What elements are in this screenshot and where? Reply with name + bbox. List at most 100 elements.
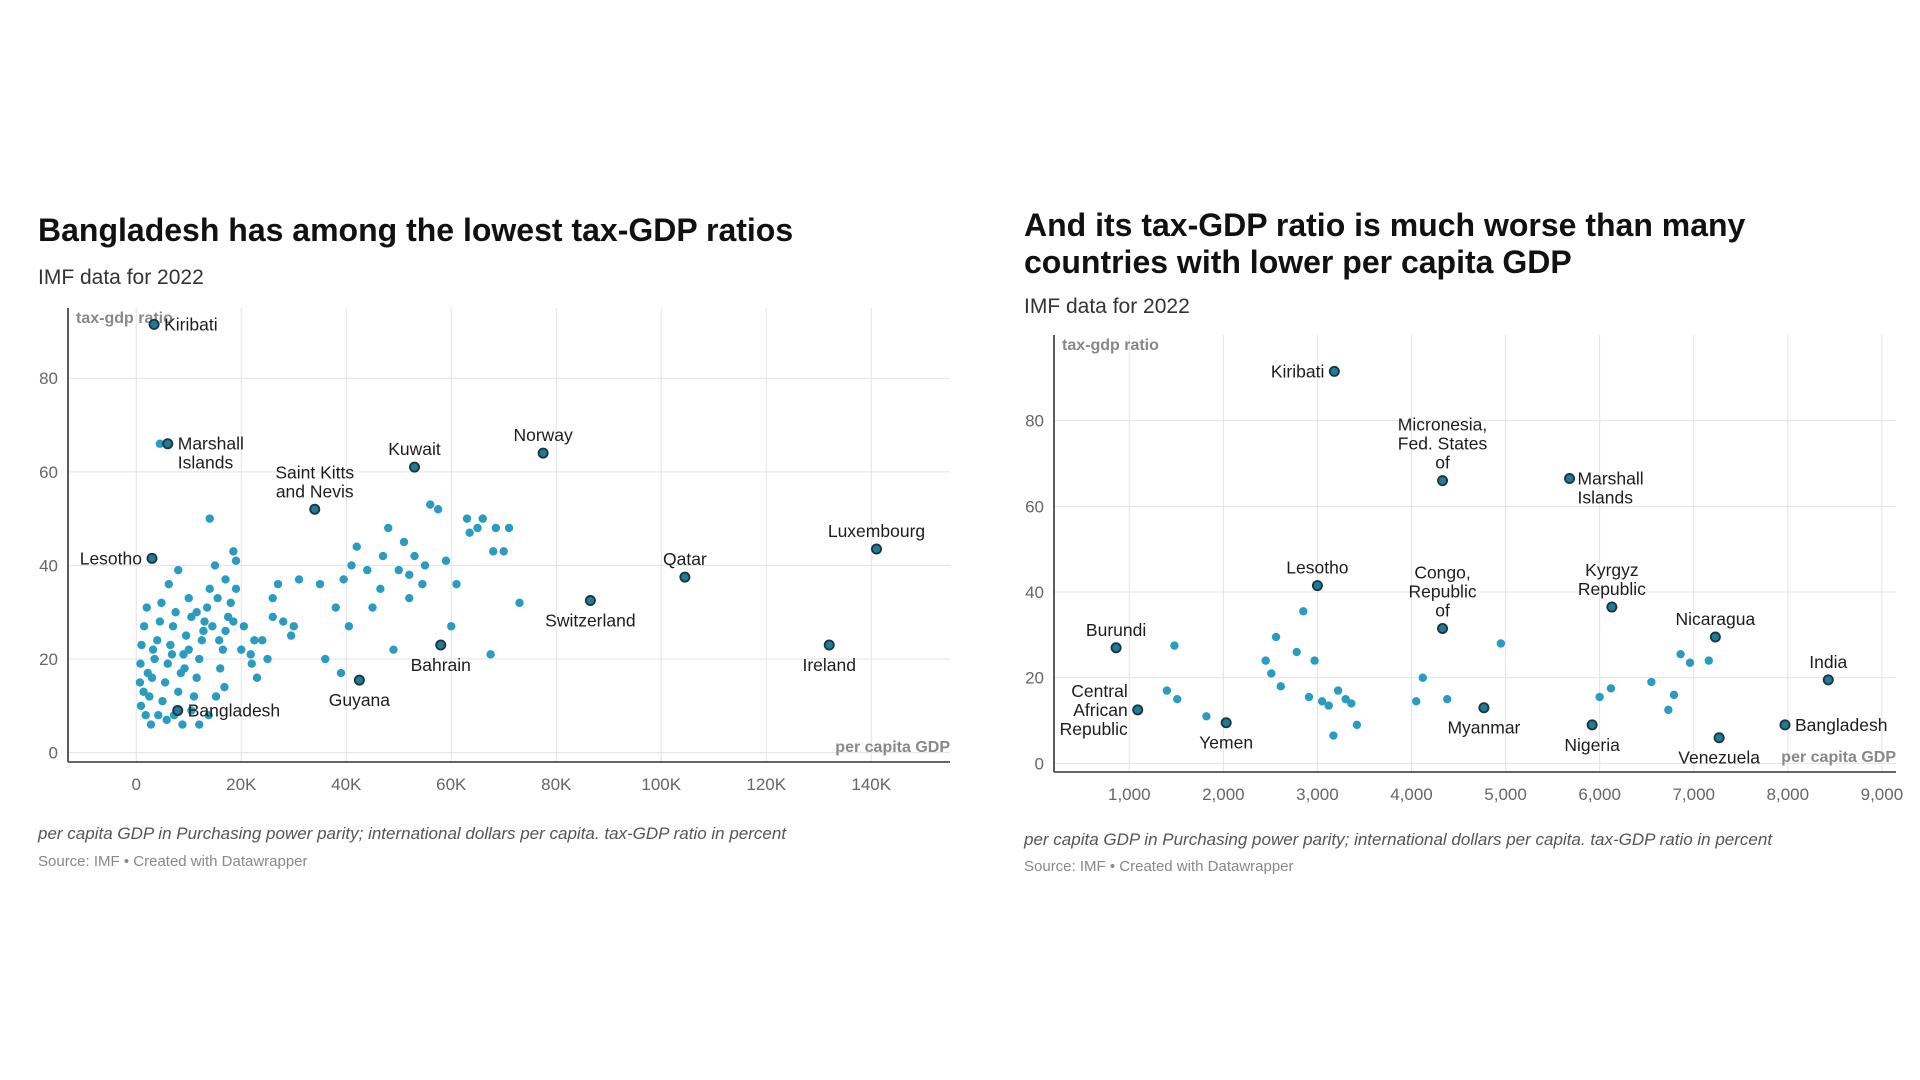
- data-point[interactable]: [1292, 647, 1301, 657]
- data-point[interactable]: [221, 626, 230, 636]
- highlighted-point-qatar[interactable]: [679, 571, 691, 583]
- data-point[interactable]: [1496, 639, 1506, 648]
- data-point[interactable]: [200, 617, 209, 626]
- data-point[interactable]: [157, 598, 166, 608]
- data-point[interactable]: [162, 715, 171, 725]
- highlighted-point-marshall-islands[interactable]: [162, 438, 174, 450]
- highlighted-point-saint-kitts-and-nevis[interactable]: [309, 503, 321, 515]
- data-point[interactable]: [289, 622, 298, 631]
- data-point[interactable]: [187, 706, 196, 715]
- data-point[interactable]: [1324, 701, 1333, 710]
- data-point[interactable]: [363, 565, 372, 575]
- data-point[interactable]: [135, 678, 145, 687]
- data-point[interactable]: [184, 593, 193, 603]
- data-point[interactable]: [239, 622, 249, 631]
- highlighted-point-norway[interactable]: [537, 447, 549, 459]
- data-point[interactable]: [352, 542, 361, 551]
- data-point[interactable]: [315, 579, 325, 589]
- data-point[interactable]: [136, 701, 146, 711]
- data-point[interactable]: [378, 551, 388, 561]
- data-point[interactable]: [229, 617, 238, 626]
- data-point[interactable]: [279, 617, 288, 626]
- data-point[interactable]: [344, 622, 354, 631]
- highlighted-point-kiribati[interactable]: [1328, 365, 1340, 377]
- data-point[interactable]: [1271, 632, 1281, 642]
- data-point[interactable]: [216, 664, 225, 673]
- data-point[interactable]: [155, 439, 165, 448]
- data-point[interactable]: [499, 547, 508, 556]
- data-point[interactable]: [336, 668, 346, 678]
- highlighted-point-luxembourg[interactable]: [871, 543, 883, 555]
- data-point[interactable]: [1267, 669, 1276, 678]
- data-point[interactable]: [1162, 686, 1172, 695]
- data-point[interactable]: [139, 622, 149, 631]
- data-point[interactable]: [148, 645, 158, 654]
- data-point[interactable]: [174, 565, 183, 575]
- data-point[interactable]: [268, 593, 277, 603]
- data-point[interactable]: [1443, 694, 1452, 704]
- data-point[interactable]: [384, 523, 393, 533]
- data-point[interactable]: [154, 710, 163, 720]
- data-point[interactable]: [231, 556, 241, 565]
- data-point[interactable]: [143, 668, 152, 678]
- highlighted-point-myanmar[interactable]: [1478, 702, 1490, 714]
- data-point[interactable]: [246, 650, 255, 659]
- data-point[interactable]: [195, 720, 204, 729]
- data-point[interactable]: [376, 584, 385, 594]
- data-point[interactable]: [141, 710, 150, 720]
- data-point[interactable]: [405, 570, 414, 579]
- highlighted-point-kyrgyz-republic[interactable]: [1606, 601, 1618, 613]
- data-point[interactable]: [163, 659, 172, 668]
- data-point[interactable]: [1310, 656, 1319, 665]
- highlighted-point-india[interactable]: [1822, 674, 1834, 686]
- data-point[interactable]: [1202, 712, 1211, 721]
- highlighted-point-lesotho[interactable]: [1311, 580, 1323, 592]
- data-point[interactable]: [389, 645, 398, 654]
- data-point[interactable]: [218, 645, 228, 654]
- data-point[interactable]: [137, 640, 146, 650]
- data-point[interactable]: [441, 556, 451, 565]
- data-point[interactable]: [142, 603, 151, 612]
- data-point[interactable]: [1606, 684, 1616, 693]
- data-point[interactable]: [504, 523, 514, 533]
- data-point[interactable]: [258, 636, 267, 645]
- data-point[interactable]: [426, 500, 435, 509]
- highlighted-point-venezuela[interactable]: [1713, 732, 1725, 744]
- data-point[interactable]: [1304, 692, 1314, 702]
- highlighted-point-yemen[interactable]: [1220, 717, 1232, 729]
- data-point[interactable]: [213, 593, 222, 603]
- data-point[interactable]: [1412, 697, 1421, 706]
- data-point[interactable]: [294, 575, 304, 584]
- data-point[interactable]: [178, 720, 187, 729]
- data-point[interactable]: [1704, 656, 1713, 665]
- data-point[interactable]: [247, 659, 256, 668]
- highlighted-point-switzerland[interactable]: [584, 595, 596, 607]
- data-point[interactable]: [229, 547, 238, 556]
- data-point[interactable]: [181, 631, 191, 640]
- data-point[interactable]: [1418, 673, 1427, 682]
- highlighted-point-central-african-republic[interactable]: [1132, 704, 1144, 716]
- highlighted-point-marshall-islands[interactable]: [1564, 473, 1576, 485]
- highlighted-point-lesotho[interactable]: [146, 552, 158, 564]
- data-point[interactable]: [215, 636, 224, 645]
- data-point[interactable]: [433, 505, 443, 514]
- data-point[interactable]: [210, 561, 220, 570]
- data-point[interactable]: [204, 710, 213, 720]
- data-point[interactable]: [1333, 686, 1343, 695]
- data-point[interactable]: [447, 622, 456, 631]
- data-point[interactable]: [153, 636, 162, 645]
- data-point[interactable]: [150, 654, 159, 664]
- highlighted-point-nigeria[interactable]: [1586, 719, 1598, 731]
- data-point[interactable]: [164, 579, 173, 589]
- data-point[interactable]: [1299, 607, 1308, 616]
- data-point[interactable]: [405, 593, 414, 603]
- data-point[interactable]: [452, 579, 461, 589]
- data-point[interactable]: [286, 631, 296, 640]
- highlighted-point-micronesia-fed-states-of[interactable]: [1437, 475, 1449, 487]
- data-point[interactable]: [263, 654, 272, 664]
- data-point[interactable]: [139, 687, 148, 696]
- data-point[interactable]: [195, 654, 204, 664]
- data-point[interactable]: [208, 622, 217, 631]
- highlighted-point-bangladesh[interactable]: [1779, 719, 1791, 731]
- data-point[interactable]: [515, 598, 524, 608]
